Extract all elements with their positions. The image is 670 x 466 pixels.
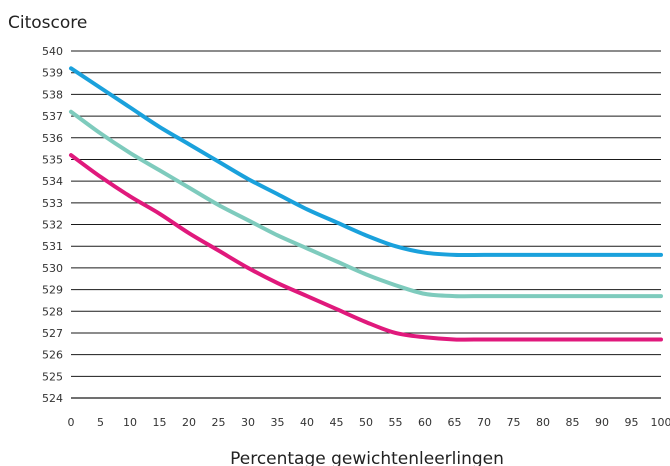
x-tick-label: 95 (625, 416, 639, 429)
x-tick-label: 40 (300, 416, 314, 429)
x-tick-label: 0 (68, 416, 75, 429)
x-tick-label: 50 (359, 416, 373, 429)
series-line-1 (69, 66, 663, 258)
x-tick-label: 65 (448, 416, 462, 429)
y-tick-label: 528 (42, 305, 63, 318)
x-tick-label: 90 (595, 416, 609, 429)
x-tick-label: 100 (651, 416, 670, 429)
x-tick-label: 5 (97, 416, 104, 429)
y-tick-label: 533 (42, 197, 63, 210)
y-tick-label: 524 (42, 392, 63, 405)
x-tick-label: 30 (241, 416, 255, 429)
y-tick-label: 527 (42, 327, 63, 340)
y-tick-label: 534 (42, 175, 63, 188)
x-tick-label: 75 (507, 416, 521, 429)
x-tick-label: 60 (418, 416, 432, 429)
series-line-2 (69, 109, 663, 299)
y-tick-label: 537 (42, 110, 63, 123)
x-tick-label: 10 (123, 416, 137, 429)
y-axis-title: Citoscore (8, 13, 87, 33)
x-tick-label: 45 (330, 416, 344, 429)
y-tick-label: 538 (42, 88, 63, 101)
grid-lines (71, 50, 661, 399)
y-tick-label: 532 (42, 219, 63, 232)
x-tick-label: 25 (212, 416, 226, 429)
x-tick-label: 15 (153, 416, 167, 429)
x-tick-labels: 0 5 10 15 20 25 30 35 40 45 50 55 60 65 70 75 80 85 90 95 10… (68, 416, 670, 429)
y-tick-labels: 524 525 526 527 528 529 530 531 532 533 534 535 536 5… (42, 45, 63, 405)
x-tick-label: 35 (271, 416, 285, 429)
x-tick-label: 20 (182, 416, 196, 429)
y-tick-label: 530 (42, 262, 63, 275)
y-tick-label: 540 (42, 45, 63, 58)
x-tick-label: 80 (536, 416, 550, 429)
x-tick-label: 85 (566, 416, 580, 429)
x-axis-title: Percentage gewichtenleerlingen (230, 449, 504, 466)
y-tick-label: 531 (42, 240, 63, 253)
series-line-3 (69, 153, 663, 342)
y-tick-label: 539 (42, 67, 63, 80)
y-tick-label: 525 (42, 370, 63, 383)
y-tick-label: 529 (42, 284, 63, 297)
y-tick-label: 526 (42, 349, 63, 362)
y-tick-label: 535 (42, 153, 63, 166)
series-lines (69, 66, 663, 342)
x-tick-label: 70 (477, 416, 491, 429)
y-tick-label: 536 (42, 132, 63, 145)
x-tick-label: 55 (389, 416, 403, 429)
